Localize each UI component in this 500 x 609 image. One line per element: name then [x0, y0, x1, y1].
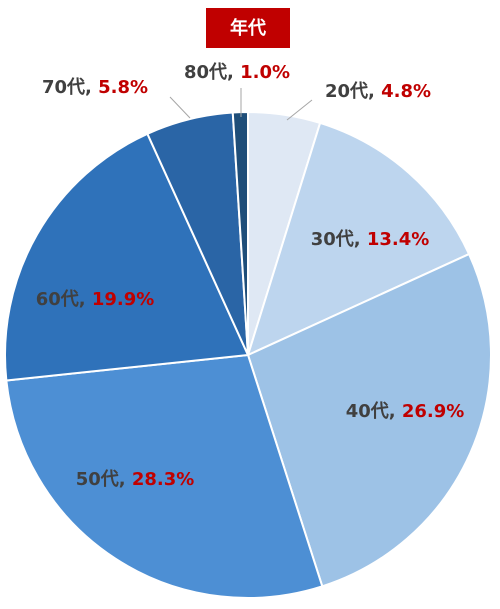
data-label: 50代, 28.3% — [76, 469, 195, 490]
value-label: 19.9% — [92, 289, 154, 310]
value-label: 26.9% — [402, 401, 464, 422]
pie-slice — [231, 110, 249, 356]
labels: 20代, 4.8% 30代, 13.4% 40代, 26.9% 50代, 28.3% 6… — [36, 62, 465, 490]
pie-slice — [246, 252, 492, 588]
data-label: 40代, 26.9% — [346, 401, 465, 422]
data-label: 30代, 13.4% — [311, 229, 430, 250]
label-separator: , — [389, 401, 402, 422]
label-separator: , — [119, 469, 132, 490]
category-name: 40代 — [346, 401, 389, 422]
label-separator: , — [227, 62, 240, 83]
chart-title: 年代 — [230, 17, 266, 39]
leader-line — [169, 96, 191, 119]
category-name: 60代 — [36, 289, 79, 310]
category-name: 80代 — [184, 62, 227, 83]
category-name: 30代 — [311, 229, 354, 250]
data-label: 60代, 19.9% — [36, 289, 155, 310]
value-label: 5.8% — [98, 77, 148, 98]
label-separator: , — [79, 289, 92, 310]
data-label: 20代, 4.8% — [325, 81, 431, 102]
label-separator: , — [85, 77, 98, 98]
value-label: 1.0% — [240, 62, 290, 83]
value-label: 28.3% — [132, 469, 194, 490]
leader-line — [286, 99, 313, 121]
pie-slice — [4, 132, 250, 382]
category-name: 50代 — [76, 469, 119, 490]
title-box — [206, 8, 290, 48]
value-label: 13.4% — [367, 229, 429, 250]
slices — [4, 110, 492, 599]
pie-slice — [246, 121, 471, 357]
label-separator: , — [354, 229, 367, 250]
data-label: 70代, 5.8% — [42, 77, 148, 98]
value-label: 4.8% — [381, 81, 431, 102]
data-label: 80代, 1.0% — [184, 62, 290, 83]
category-name: 20代 — [325, 81, 368, 102]
category-name: 70代 — [42, 77, 85, 98]
pie-slice — [5, 353, 324, 599]
label-separator: , — [368, 81, 381, 102]
